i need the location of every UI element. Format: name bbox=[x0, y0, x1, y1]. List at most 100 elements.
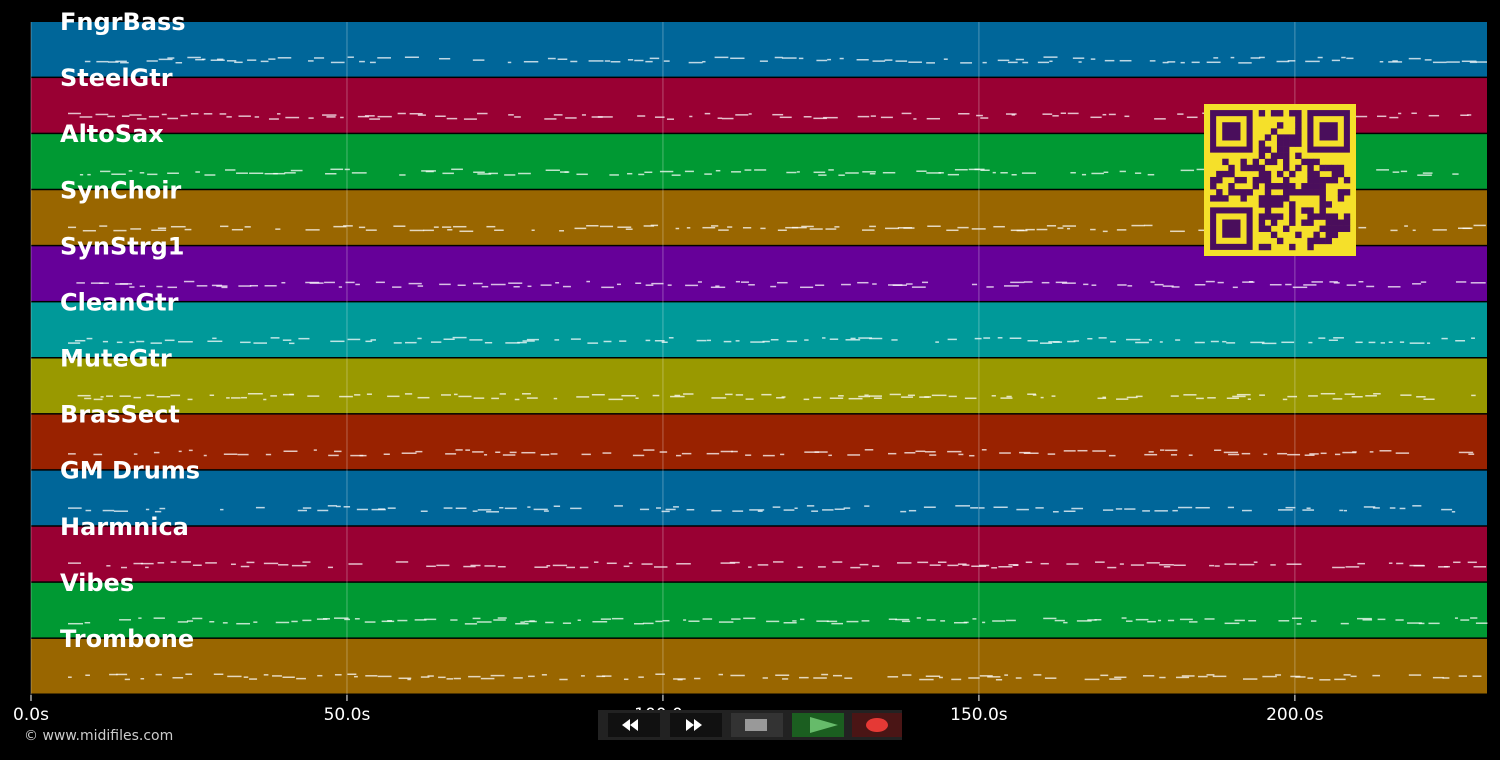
qr-cell bbox=[1343, 219, 1351, 226]
qr-cell bbox=[1313, 183, 1320, 190]
qr-cell bbox=[1270, 110, 1278, 117]
qr-cell bbox=[1307, 176, 1314, 184]
track-name: SynChoir bbox=[60, 176, 181, 204]
qr-cell bbox=[1331, 170, 1339, 178]
qr-cell bbox=[1264, 183, 1272, 190]
qr-cell bbox=[1216, 170, 1223, 178]
track-name: BrasSect bbox=[60, 401, 180, 429]
record-button[interactable] bbox=[852, 713, 902, 737]
track-lane bbox=[31, 638, 1487, 694]
qr-cell bbox=[1313, 231, 1320, 239]
qr-cell bbox=[1295, 116, 1302, 123]
track-name: SteelGtr bbox=[60, 64, 173, 92]
qr-cell bbox=[1264, 207, 1272, 214]
qr-cell bbox=[1276, 237, 1284, 245]
qr-cell bbox=[1264, 176, 1272, 184]
play-button[interactable] bbox=[792, 713, 844, 737]
track-name: Harmnica bbox=[60, 513, 189, 541]
qr-cell bbox=[1228, 170, 1235, 178]
qr-cell bbox=[1289, 201, 1296, 208]
qr-cell bbox=[1240, 164, 1247, 172]
qr-cell bbox=[1234, 189, 1241, 196]
qr-cell bbox=[1246, 164, 1253, 172]
qr-cell bbox=[1264, 195, 1272, 202]
track-name: AltoSax bbox=[60, 120, 164, 148]
qr-cell bbox=[1319, 195, 1326, 202]
qr-cell bbox=[1283, 225, 1290, 232]
qr-cell bbox=[1319, 176, 1326, 184]
qr-cell bbox=[1210, 176, 1217, 184]
qr-cell bbox=[1319, 164, 1326, 172]
track-name: Trombone bbox=[60, 625, 194, 653]
qr-cell bbox=[1264, 243, 1272, 251]
qr-cell bbox=[1270, 152, 1278, 160]
qr-cell bbox=[1276, 140, 1284, 147]
qr-cell bbox=[1313, 213, 1320, 220]
qr-cell bbox=[1276, 146, 1284, 153]
qr-cell bbox=[1276, 195, 1284, 202]
qr-cell bbox=[1331, 219, 1339, 226]
labels: FngrBass SteelGtr AltoSax SynChoir SynStrg1 C… bbox=[13, 8, 1324, 725]
qr-cell bbox=[1264, 189, 1272, 196]
qr-cell bbox=[1289, 110, 1296, 117]
qr-cell bbox=[1295, 122, 1302, 129]
qr-cell bbox=[1264, 225, 1272, 232]
qr-cell bbox=[1258, 213, 1266, 220]
qr-cell bbox=[1258, 219, 1266, 226]
qr-cell bbox=[1258, 110, 1266, 117]
track-lane bbox=[31, 358, 1487, 414]
qr-cell bbox=[1264, 158, 1272, 166]
qr-cell bbox=[1313, 189, 1320, 196]
qr-cell bbox=[1319, 207, 1326, 214]
qr-cell bbox=[1337, 170, 1345, 178]
qr-cell bbox=[1343, 225, 1351, 232]
qr-cell bbox=[1319, 183, 1326, 190]
qr-cell bbox=[1313, 237, 1320, 245]
qr-cell bbox=[1337, 225, 1345, 232]
rewind-button[interactable] bbox=[608, 713, 660, 737]
qr-cell bbox=[1301, 183, 1308, 190]
forward-button[interactable] bbox=[670, 713, 722, 737]
qr-cell bbox=[1307, 243, 1314, 251]
qr-cell bbox=[1270, 183, 1278, 190]
track-name: SynStrg1 bbox=[60, 232, 185, 260]
qr-cell bbox=[1283, 140, 1290, 147]
qr-cell bbox=[1295, 128, 1302, 135]
qr-cell bbox=[1295, 110, 1302, 117]
qr-cell bbox=[1258, 243, 1266, 251]
qr-cell bbox=[1295, 189, 1302, 196]
qr-cell bbox=[1331, 176, 1339, 184]
stop-button[interactable] bbox=[731, 713, 783, 737]
track-name: Vibes bbox=[60, 569, 134, 597]
qr-cell bbox=[1252, 176, 1260, 184]
qr-cell bbox=[1264, 201, 1272, 208]
track-name: CleanGtr bbox=[60, 288, 179, 316]
qr-cell bbox=[1270, 195, 1278, 202]
qr-cell bbox=[1289, 140, 1296, 147]
qr-cell bbox=[1216, 195, 1223, 202]
qr-cell bbox=[1331, 225, 1339, 232]
qr-cell bbox=[1289, 170, 1296, 178]
qr-cell bbox=[1258, 176, 1266, 184]
qr-cell bbox=[1283, 189, 1290, 196]
qr-cell bbox=[1276, 170, 1284, 178]
qr-cell bbox=[1295, 164, 1302, 172]
qr-cell bbox=[1337, 195, 1345, 202]
qr-cell bbox=[1325, 225, 1332, 232]
qr-cell bbox=[1343, 189, 1351, 196]
qr-cell bbox=[1307, 213, 1314, 220]
qr-cell bbox=[1313, 170, 1320, 178]
qr-cell bbox=[1270, 231, 1278, 239]
qr-finder bbox=[1319, 122, 1338, 141]
qr-cell bbox=[1283, 134, 1290, 141]
qr-cell bbox=[1295, 134, 1302, 141]
qr-cell bbox=[1258, 201, 1266, 208]
qr-cell bbox=[1325, 201, 1332, 208]
qr-cell bbox=[1307, 189, 1314, 196]
qr-finder bbox=[1222, 122, 1241, 141]
qr-cell bbox=[1228, 164, 1235, 172]
qr-cell bbox=[1307, 183, 1314, 190]
qr-cell bbox=[1258, 170, 1266, 178]
qr-cell bbox=[1295, 231, 1302, 239]
